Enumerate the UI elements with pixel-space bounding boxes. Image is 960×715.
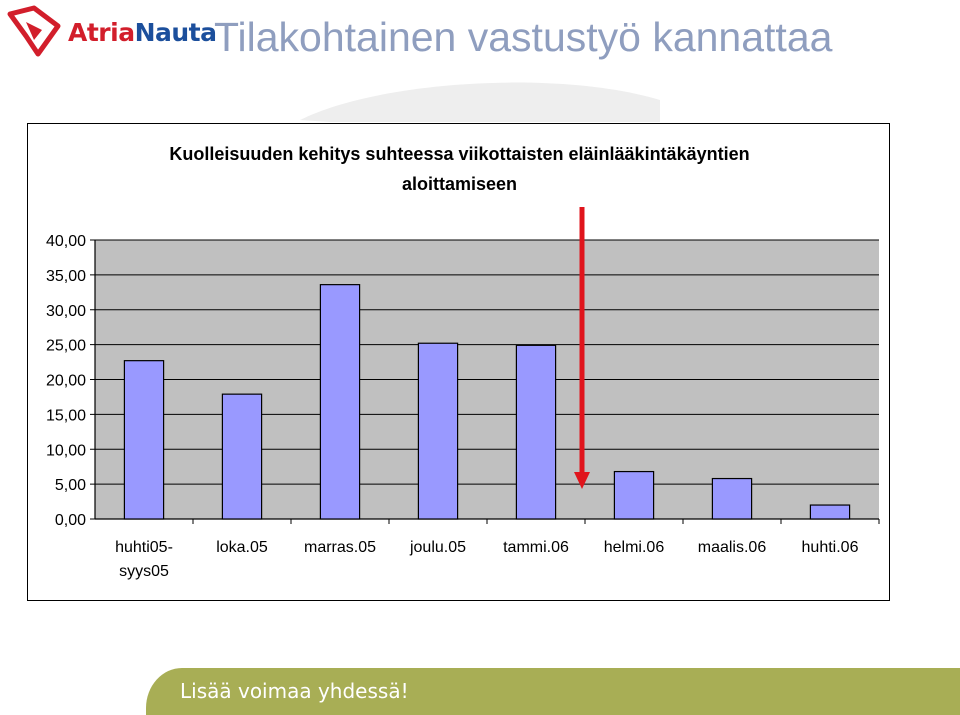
x-tick-label: tammi.06 [503, 539, 569, 556]
logo-wordmark: AtriaNauta [68, 18, 217, 47]
slide-title: Tilakohtainen vastustyö kannattaa [214, 14, 833, 60]
x-tick-label: huhti.06 [802, 539, 859, 556]
atria-nauta-logo [4, 4, 204, 64]
x-tick-label: marras.05 [304, 539, 376, 556]
x-tick-label: maalis.06 [698, 539, 767, 556]
x-tick-label: syys05 [119, 563, 169, 580]
annotation-arrow-head [574, 472, 590, 489]
bar [221, 393, 263, 520]
x-tick-label: joulu.05 [409, 539, 466, 556]
bar [515, 344, 557, 520]
footer-slogan: Lisää voimaa yhdessä! [180, 679, 409, 703]
bar [809, 504, 851, 520]
x-tick-label: loka.05 [216, 539, 268, 556]
y-tick-label: 20,00 [46, 373, 86, 390]
y-tick-label: 5,00 [55, 477, 86, 494]
bar [417, 342, 459, 520]
y-tick-label: 30,00 [46, 303, 86, 320]
chart-title-line-1: Kuolleisuuden kehitys suhteessa viikotta… [169, 144, 750, 164]
bar [613, 470, 655, 520]
x-tick-label: helmi.06 [604, 539, 665, 556]
bar [123, 360, 165, 520]
bar [319, 284, 361, 520]
y-tick-label: 40,00 [46, 233, 86, 250]
logo-brand: Atria [68, 18, 135, 47]
chart-title-line-2: aloittamiseen [401, 174, 518, 194]
footer-bar [146, 668, 960, 715]
y-tick-label: 10,00 [46, 442, 86, 459]
atria-bird-icon [7, 5, 61, 57]
x-tick-label: huhti05- [115, 539, 173, 556]
bar [711, 477, 753, 520]
y-tick-label: 15,00 [46, 407, 86, 424]
logo-brand-2: Nauta [134, 18, 217, 47]
y-tick-label: 0,00 [55, 512, 86, 529]
y-tick-label: 35,00 [46, 268, 86, 285]
y-tick-label: 25,00 [46, 338, 86, 355]
